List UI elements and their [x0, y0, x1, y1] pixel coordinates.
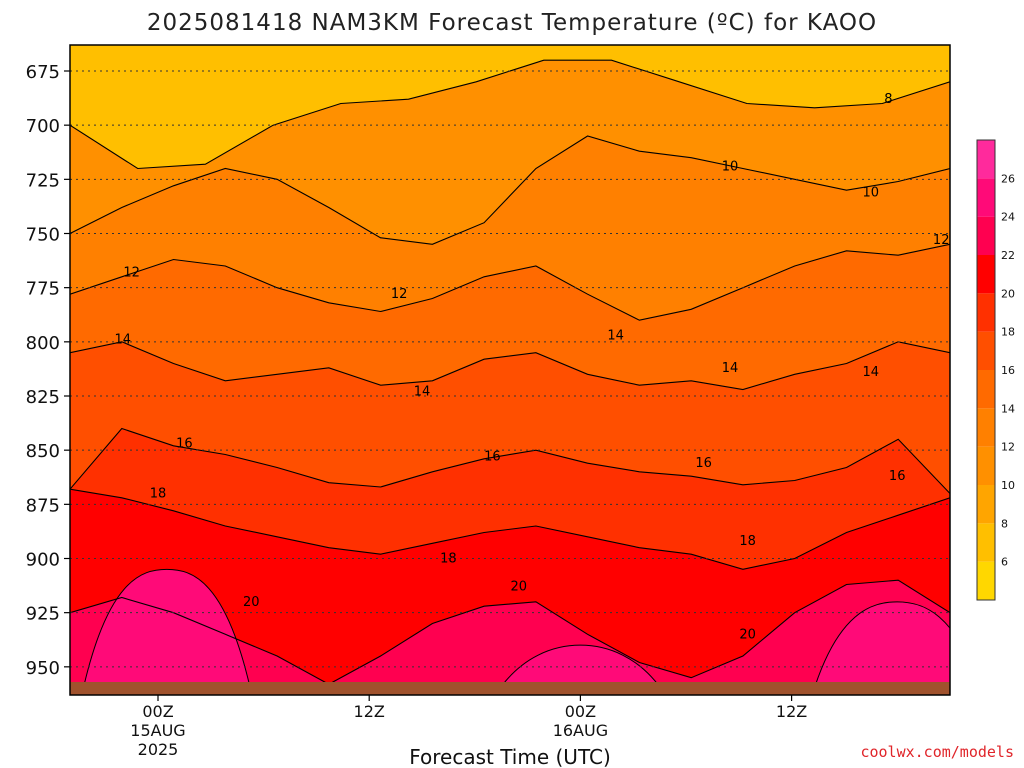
credit-link[interactable]: coolwx.com/models [860, 743, 1014, 761]
contour-label-14: 14 [722, 361, 739, 376]
colorbar-label-26: 26 [1001, 172, 1015, 185]
x-tick-label: 00Z [142, 702, 173, 721]
y-tick-label-900: 900 [26, 550, 60, 571]
y-tick-label-850: 850 [26, 441, 60, 462]
contour-label-12: 12 [933, 233, 950, 248]
colorbar-label-18: 18 [1001, 326, 1015, 339]
chart-title: 2025081418 NAM3KM Forecast Temperature (… [147, 10, 877, 36]
isotherm-8 [70, 59, 950, 170]
contour-label-14: 14 [863, 365, 880, 380]
y-tick-label-675: 675 [26, 62, 60, 83]
ground-layer [70, 682, 950, 695]
contour-label-16: 16 [484, 450, 501, 465]
colorbar-segment [977, 293, 995, 332]
y-tick-label-950: 950 [26, 658, 60, 679]
contour-label-10: 10 [722, 159, 739, 174]
x-tick-date: 16AUG [553, 721, 608, 740]
colorbar-label-16: 16 [1001, 364, 1015, 377]
contour-labels: 8 10 10 12 12 12 14 14 14 14 14 16 16 16 16 18 18 18 20 20 2… [115, 92, 950, 642]
fill-band-18 [70, 489, 950, 695]
fill-band-20 [70, 580, 950, 695]
y-tick-label-700: 700 [26, 116, 60, 137]
contour-label-20: 20 [243, 595, 260, 610]
contour-label-16: 16 [889, 469, 906, 484]
colorbar-segment [977, 485, 995, 524]
colorbar-frame [976, 139, 996, 601]
x-tick-date: 15AUG [130, 721, 185, 740]
x-axis-title: Forecast Time (UTC) [409, 745, 611, 768]
colorbar-segment [977, 446, 995, 485]
contour-label-12: 12 [123, 266, 140, 281]
colorbar-segment [977, 561, 995, 600]
colorbar-label-6: 6 [1001, 556, 1008, 569]
contour-label-18: 18 [440, 552, 457, 567]
contour-label-20: 20 [511, 580, 528, 595]
colorbar-label-8: 8 [1001, 517, 1008, 530]
warm-core-2 [811, 601, 950, 695]
y-tick-label-825: 825 [26, 387, 60, 408]
isotherm-14 [70, 341, 950, 391]
isotherm-contours [70, 59, 950, 685]
contour-label-18: 18 [150, 487, 167, 502]
isotherm-20 [70, 579, 950, 685]
warm-core-0 [81, 568, 253, 695]
ground-fill [70, 682, 950, 695]
plot-frame [69, 44, 951, 696]
y-tick-label-725: 725 [26, 170, 60, 191]
colorbar-segment [977, 140, 995, 179]
colorbar-segment [977, 523, 995, 562]
contour-label-12: 12 [391, 287, 408, 302]
pressure-gridlines [70, 70, 950, 668]
isotherm-12 [70, 243, 950, 321]
colorbar-label-24: 24 [1001, 211, 1015, 224]
x-tick-label: 12Z [354, 702, 385, 721]
y-tick-label-925: 925 [26, 604, 60, 625]
x-tick-label: 12Z [776, 702, 807, 721]
colorbar-segment [977, 255, 995, 294]
contour-label-14: 14 [414, 385, 431, 400]
isotherm-10 [70, 135, 950, 245]
temperature-fill-bands [70, 45, 950, 695]
contour-label-14: 14 [607, 328, 624, 343]
colorbar-label-20: 20 [1001, 287, 1015, 300]
isotherm-16 [70, 427, 950, 494]
colorbar-segment [977, 216, 995, 255]
contour-label-8: 8 [884, 92, 892, 107]
y-tick-label-800: 800 [26, 333, 60, 354]
contour-label-14: 14 [115, 333, 132, 348]
colorbar-label-12: 12 [1001, 441, 1015, 454]
x-tick-label: 00Z [565, 702, 596, 721]
contour-label-16: 16 [695, 456, 712, 471]
x-tick-year: 2025 [138, 740, 179, 759]
colorbar-label-10: 10 [1001, 479, 1015, 492]
colorbar-segment [977, 370, 995, 409]
y-tick-label-750: 750 [26, 225, 60, 246]
y-tick-label-875: 875 [26, 495, 60, 516]
colorbar-segment [977, 178, 995, 217]
colorbar-legend: 6 8 10 12 14 16 18 20 22 24 26 [976, 139, 1015, 601]
y-tick-label-775: 775 [26, 279, 60, 300]
isotherm-18 [70, 488, 950, 570]
colorbar-segment [977, 408, 995, 447]
colorbar-label-14: 14 [1001, 402, 1015, 415]
contour-label-20: 20 [739, 627, 756, 642]
contour-label-18: 18 [739, 534, 756, 549]
contour-label-16: 16 [176, 437, 193, 452]
contour-label-10: 10 [863, 185, 880, 200]
colorbar-segment [977, 331, 995, 370]
y-axis: 675 700 725 750 775 800 825 850 875 900 925 950 [26, 62, 70, 679]
colorbar-label-22: 22 [1001, 249, 1015, 262]
